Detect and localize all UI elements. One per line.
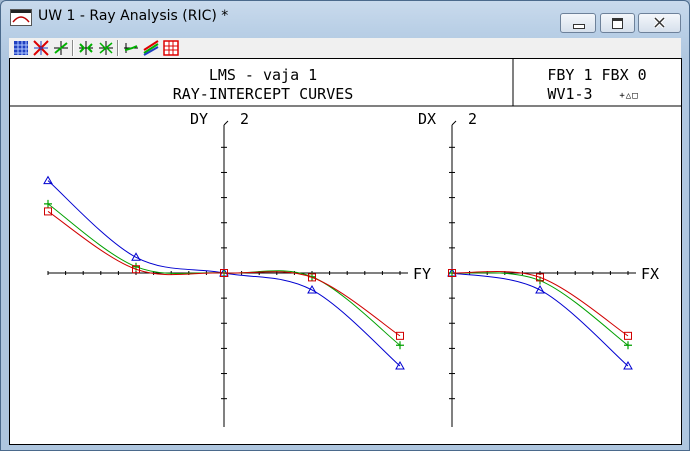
dx-point-square [448, 269, 456, 277]
dx-point-square [536, 273, 544, 282]
curve-single-icon[interactable] [123, 40, 139, 56]
dy-point-plus [396, 341, 404, 350]
toolbar [9, 38, 681, 58]
close-icon [653, 16, 666, 29]
fan-arrows-icon[interactable] [78, 40, 94, 56]
wavelength-info: WV1-3 [547, 85, 592, 103]
grid-red-icon[interactable] [163, 40, 179, 56]
plot-type: RAY-INTERCEPT CURVES [173, 85, 354, 103]
dy-point-square [132, 265, 140, 274]
dy-point-square [220, 269, 228, 277]
lens-name: LMS - vaja 1 [209, 66, 317, 84]
title-bar[interactable]: UW 1 - Ray Analysis (RIC) * [1, 1, 689, 33]
dy-point-square [308, 273, 316, 282]
dy-point-triangle [131, 252, 141, 261]
dx-series-line-triangle [451, 272, 629, 367]
close-button[interactable] [638, 13, 681, 33]
dx-point-triangle [535, 284, 545, 294]
maximize-button[interactable] [600, 13, 635, 33]
dy-point-triangle [395, 360, 405, 370]
app-icon [10, 9, 32, 26]
window-title: UW 1 - Ray Analysis (RIC) * [38, 8, 229, 24]
dx-point-plus [624, 341, 632, 350]
dy-point-square [396, 331, 404, 340]
dx-series-line-square [451, 271, 629, 337]
wavelength-symbols: +△□ [619, 91, 638, 101]
plot-canvas: LMS - vaja 1 RAY-INTERCEPT CURVES FBY 1 … [9, 58, 682, 445]
dx-point-square [624, 331, 632, 340]
minimize-button[interactable] [560, 13, 596, 33]
dx-point-triangle [623, 360, 633, 370]
grid-icon[interactable] [13, 40, 29, 56]
ray-intercept-plot: LMS - vaja 1 RAY-INTERCEPT CURVES FBY 1 … [10, 59, 681, 427]
dx-axis-cap [451, 120, 457, 126]
dy-point-square [44, 207, 52, 216]
dy-scale-label: 2 [240, 110, 249, 128]
dy-x-axis-label: FY [413, 265, 431, 283]
dy-axis-cap [223, 120, 229, 126]
dy-series-line-square [47, 211, 401, 337]
dx-scale-label: 2 [468, 110, 477, 128]
field-info: FBY 1 FBX 0 [547, 66, 646, 84]
dy-point-plus [44, 199, 52, 208]
dy-point-triangle [307, 284, 317, 294]
dy-axis-label: DY [190, 110, 208, 128]
maximize-icon [612, 18, 623, 29]
dy-point-triangle [43, 175, 53, 185]
dx-x-axis-label: FX [641, 265, 659, 283]
minimize-icon [573, 24, 585, 29]
curve-multi-icon[interactable] [143, 40, 159, 56]
fan-split-icon[interactable] [98, 40, 114, 56]
dx-axis-label: DX [418, 110, 436, 128]
cross-rays-icon[interactable] [33, 40, 49, 56]
fan-plus-icon[interactable] [53, 40, 69, 56]
